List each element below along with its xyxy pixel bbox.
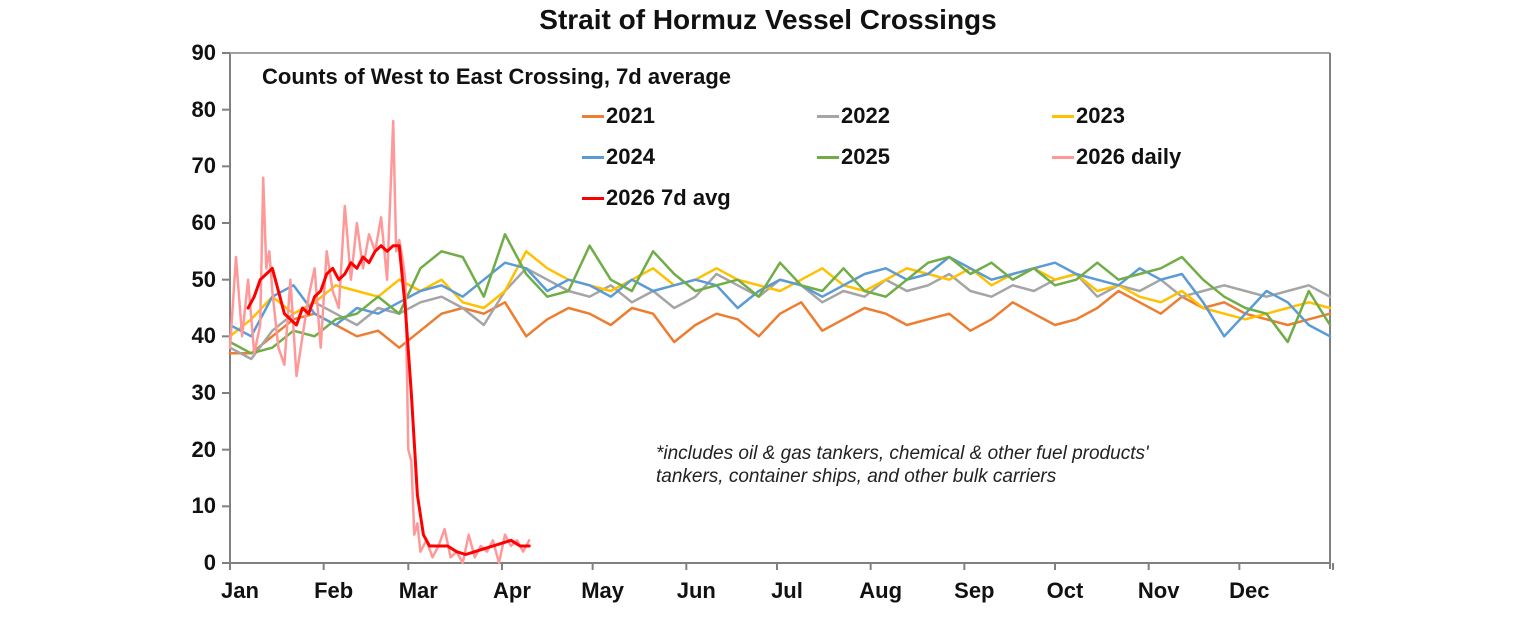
legend-swatch-icon bbox=[582, 196, 604, 200]
chart-series-lines bbox=[228, 119, 1332, 565]
legend-item-2025: 2025 bbox=[817, 144, 890, 170]
legend-item-2026-7d-avg: 2026 7d avg bbox=[582, 185, 731, 211]
series-line-2021 bbox=[228, 289, 1332, 355]
y-tick-label: 80 bbox=[191, 96, 216, 122]
x-tick-label: Feb bbox=[314, 578, 354, 603]
y-tick-label: 0 bbox=[203, 550, 216, 575]
x-tick-label: Jun bbox=[676, 578, 716, 603]
y-tick-label: 30 bbox=[191, 380, 216, 405]
legend-label: 2025 bbox=[841, 144, 890, 169]
legend-item-2022: 2022 bbox=[817, 103, 890, 129]
legend-label: 2023 bbox=[1076, 103, 1125, 128]
legend-label: 2022 bbox=[841, 103, 890, 128]
legend-swatch-icon bbox=[817, 155, 839, 159]
y-tick-label: 50 bbox=[191, 266, 216, 292]
series-line-2026-7d-avg bbox=[246, 244, 531, 556]
x-tick-label: Mar bbox=[398, 578, 438, 603]
y-tick-label: 60 bbox=[191, 210, 216, 235]
x-tick-label: Dec bbox=[1229, 578, 1270, 603]
y-tick-label: 90 bbox=[191, 40, 216, 65]
x-tick-label: Aug bbox=[859, 578, 903, 603]
legend-swatch-icon bbox=[1052, 114, 1074, 118]
legend-label: 2026 daily bbox=[1076, 144, 1182, 169]
legend-item-2026-daily: 2026 daily bbox=[1052, 144, 1181, 170]
legend-swatch-icon bbox=[817, 114, 839, 118]
series-line-2023 bbox=[228, 250, 1332, 338]
legend-swatch-icon bbox=[582, 114, 604, 118]
legend-item-2023: 2023 bbox=[1052, 103, 1125, 129]
legend-item-2021: 2021 bbox=[582, 103, 655, 129]
y-tick-label: 40 bbox=[191, 323, 216, 349]
chart-subtitle: Counts of West to East Crossing, 7d aver… bbox=[262, 64, 732, 89]
chart-title: Strait of Hormuz Vessel Crossings bbox=[539, 4, 997, 35]
x-tick-label: Jan bbox=[221, 578, 259, 603]
series-line-2026-daily bbox=[228, 119, 531, 565]
series-line-2024 bbox=[228, 255, 1332, 338]
legend-item-2024: 2024 bbox=[582, 144, 655, 170]
x-tick-label: Apr bbox=[493, 578, 531, 603]
chart-axes bbox=[222, 52, 1335, 570]
y-tick-label: 70 bbox=[191, 153, 216, 179]
legend-label: 2026 7d avg bbox=[606, 185, 731, 210]
series-line-2025 bbox=[228, 233, 1332, 355]
x-tick-label: May bbox=[581, 578, 625, 603]
legend-swatch-icon bbox=[582, 155, 604, 159]
legend-label: 2024 bbox=[606, 144, 655, 169]
legend-label: 2021 bbox=[606, 103, 655, 128]
legend-swatch-icon bbox=[1052, 155, 1074, 159]
x-tick-label: Nov bbox=[1137, 578, 1180, 603]
x-tick-label: Jul bbox=[771, 578, 803, 603]
chart-footnote: *includes oil & gas tankers, chemical & … bbox=[656, 443, 1149, 487]
x-tick-label: Oct bbox=[1046, 578, 1084, 603]
y-tick-label: 10 bbox=[191, 493, 216, 519]
y-tick-label: 20 bbox=[191, 436, 216, 462]
x-tick-label: Sep bbox=[954, 578, 995, 603]
